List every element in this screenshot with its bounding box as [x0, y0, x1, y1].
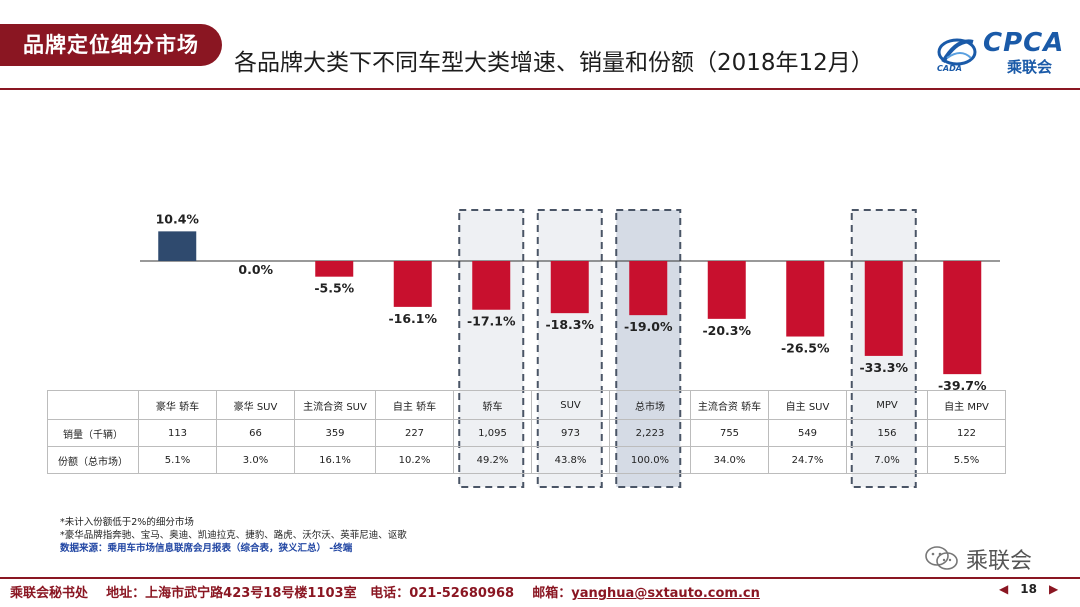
section-badge: 品牌定位细分市场	[0, 24, 222, 66]
table-cell: 973	[531, 419, 610, 447]
table-cell: 5.5%	[927, 446, 1006, 474]
value-label: -19.0%	[624, 319, 673, 334]
table-cell: 359	[294, 419, 376, 447]
table-cell: 549	[768, 419, 847, 447]
table-header-row: 豪华 轿车 豪华 SUV 主流合资 SUV 自主 轿车 轿车 SUV 总市场 主流合资 轿车自…	[47, 390, 1006, 420]
table-cell: 1,095	[453, 419, 532, 447]
value-label: -20.3%	[702, 323, 751, 338]
next-page-icon[interactable]: ▶	[1048, 582, 1059, 596]
value-label: 0.0%	[238, 262, 273, 277]
table-cell: 43.8%	[531, 446, 610, 474]
notes: *未计入份额低于2%的细分市场 *豪华品牌指奔驰、宝马、奥迪、凯迪拉克、捷豹、路…	[60, 516, 407, 555]
value-label: -39.7%	[938, 378, 987, 393]
bar	[864, 261, 903, 356]
cpca-globe-icon	[937, 38, 977, 66]
table-cell: 3.0%	[216, 446, 295, 474]
logo-mini-text: CADA	[937, 64, 962, 73]
table-header-cell: 豪华 SUV	[216, 390, 295, 420]
page-title: 各品牌大类下不同车型大类增速、销量和份额（2018年12月）	[234, 50, 874, 76]
table-header-cell: 自主 MPV	[927, 390, 1006, 420]
wechat-watermark: 乘联会	[924, 543, 1074, 574]
bar	[393, 261, 432, 307]
bar	[943, 261, 982, 375]
footer-phone-label: 电话：	[370, 586, 410, 601]
table-header-cell: 轿车	[453, 390, 532, 420]
table-cell: 16.1%	[294, 446, 376, 474]
bar	[158, 231, 197, 261]
value-label: -33.3%	[859, 360, 908, 375]
table-cell: 156	[846, 419, 928, 447]
table-header-cell: 主流合资 轿车	[690, 390, 769, 420]
table-cell: 10.2%	[375, 446, 454, 474]
footer-address: 上海市武宁路423号18号楼1103室	[145, 586, 357, 601]
table-cell: 122	[927, 419, 1006, 447]
footer-email-link[interactable]: yanghua@sxtauto.com.cn	[571, 586, 760, 601]
table-cell: 113	[138, 419, 217, 447]
footer-phone: 021-52680968	[409, 586, 515, 601]
value-label: -17.1%	[467, 314, 516, 329]
wechat-icon	[925, 546, 958, 570]
table-header-cell: SUV	[531, 390, 610, 420]
table-cell: 34.0%	[690, 446, 769, 474]
bar	[707, 261, 746, 319]
table-header-cell: 自主 SUV	[768, 390, 847, 420]
table-header-cell: 自主 轿车	[375, 390, 454, 420]
table-row: 销量（千辆） 113 66 359 227 1,095 973 2,223 755 549 156 1…	[47, 419, 1006, 447]
data-table: 豪华 轿车 豪华 SUV 主流合资 SUV 自主 轿车 轿车 SUV 总市场 主流合资 轿车自…	[47, 390, 1006, 474]
header-divider	[0, 88, 1080, 90]
note-1: *未计入份额低于2%的细分市场	[60, 517, 194, 528]
note-2: *豪华品牌指奔驰、宝马、奥迪、凯迪拉克、捷豹、路虎、沃尔沃、英菲尼迪、讴歌	[60, 530, 407, 541]
footer-divider	[0, 577, 1080, 579]
footer-email-label: 邮箱：	[532, 586, 572, 601]
pager: ◀ 18 ▶	[993, 582, 1064, 596]
table-cell: 49.2%	[453, 446, 532, 474]
logo-subtitle: 乘联会	[1007, 58, 1053, 76]
bar	[629, 261, 668, 316]
table-header-cell: 豪华 轿车	[138, 390, 217, 420]
bar	[786, 261, 825, 337]
table-cell: 227	[375, 419, 454, 447]
table-row: 份额（总市场） 5.1% 3.0% 16.1% 10.2% 49.2% 43.8% 100.0…	[47, 446, 1006, 474]
logo-text: CPCA	[983, 28, 1065, 58]
table-corner-cell	[47, 390, 139, 420]
cpca-logo: CADA CPCA 乘联会	[935, 28, 1070, 78]
bar	[550, 261, 589, 314]
table-cell: 5.1%	[138, 446, 217, 474]
value-label: 10.4%	[156, 211, 200, 226]
wechat-name: 乘联会	[966, 549, 1033, 574]
table-header-cell: 主流合资 SUV	[294, 390, 376, 420]
table-cell: 7.0%	[846, 446, 928, 474]
bar	[315, 261, 354, 277]
value-label: -26.5%	[781, 341, 830, 356]
table-header-cell: MPV	[846, 390, 928, 420]
data-source: 数据来源：乘用车市场信息联席会月报表（综合表，狭义汇总） -终端	[60, 543, 353, 554]
footer: 乘联会秘书处 地址：上海市武宁路423号18号楼1103室 电话：021-526…	[10, 582, 760, 601]
value-label: -5.5%	[314, 281, 354, 296]
header: 品牌定位细分市场 各品牌大类下不同车型大类增速、销量和份额（2018年12月） …	[0, 0, 1080, 90]
table-cell: 66	[216, 419, 295, 447]
table-cell: 2,223	[609, 419, 691, 447]
value-label: -16.1%	[388, 311, 437, 326]
table-row-label: 销量（千辆）	[47, 419, 139, 447]
bar	[472, 261, 511, 310]
value-label: -18.3%	[545, 317, 594, 332]
table-cell: 100.0%	[609, 446, 691, 474]
page-number: 18	[1020, 582, 1037, 596]
prev-page-icon[interactable]: ◀	[999, 582, 1009, 596]
table-header-cell: 总市场	[609, 390, 691, 420]
table-cell: 755	[690, 419, 769, 447]
table-row-label: 份额（总市场）	[47, 446, 139, 474]
table-cell: 24.7%	[768, 446, 847, 474]
footer-address-label: 地址：	[106, 586, 146, 601]
footer-org: 乘联会秘书处	[10, 586, 89, 601]
